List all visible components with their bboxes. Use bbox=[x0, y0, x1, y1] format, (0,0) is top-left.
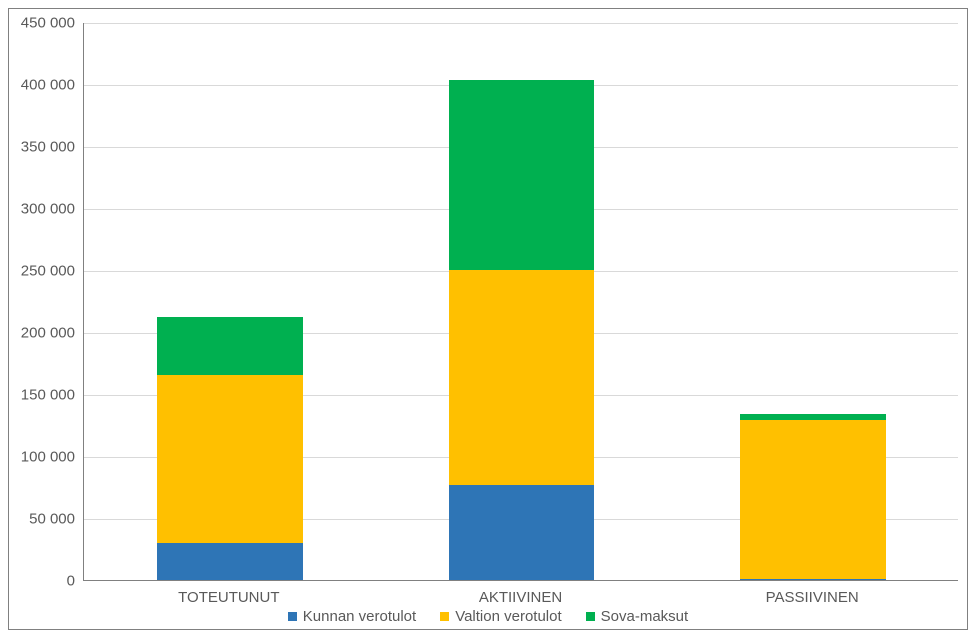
y-tick-label: 100 000 bbox=[5, 449, 75, 466]
y-tick-label: 0 bbox=[5, 573, 75, 590]
y-tick-label: 350 000 bbox=[5, 139, 75, 156]
legend-swatch-valtion bbox=[440, 612, 449, 621]
bar-segment bbox=[740, 420, 886, 579]
legend-item-kunnan: Kunnan verotulot bbox=[288, 608, 416, 625]
chart-container: Kunnan verotulot Valtion verotulot Sova-… bbox=[8, 8, 968, 630]
legend-item-valtion: Valtion verotulot bbox=[440, 608, 561, 625]
x-tick-label: TOTEUTUNUT bbox=[178, 589, 279, 606]
legend-item-sova: Sova-maksut bbox=[586, 608, 689, 625]
y-tick-label: 250 000 bbox=[5, 263, 75, 280]
y-tick-label: 300 000 bbox=[5, 201, 75, 218]
bar-segment bbox=[449, 270, 595, 485]
y-tick-label: 150 000 bbox=[5, 387, 75, 404]
bar-segment bbox=[157, 375, 303, 542]
y-tick-label: 200 000 bbox=[5, 325, 75, 342]
plot-area bbox=[83, 23, 958, 581]
bar-segment bbox=[157, 543, 303, 580]
y-tick-label: 50 000 bbox=[5, 511, 75, 528]
legend-swatch-kunnan bbox=[288, 612, 297, 621]
legend-label-kunnan: Kunnan verotulot bbox=[303, 608, 416, 625]
x-tick-label: AKTIIVINEN bbox=[479, 589, 562, 606]
bar-segment bbox=[449, 80, 595, 270]
legend-swatch-sova bbox=[586, 612, 595, 621]
y-tick-label: 400 000 bbox=[5, 77, 75, 94]
legend-label-sova: Sova-maksut bbox=[601, 608, 689, 625]
bar-segment bbox=[449, 485, 595, 580]
legend: Kunnan verotulot Valtion verotulot Sova-… bbox=[9, 608, 967, 625]
bar-segment bbox=[740, 579, 886, 580]
gridline bbox=[84, 23, 958, 24]
legend-label-valtion: Valtion verotulot bbox=[455, 608, 561, 625]
bar-segment bbox=[740, 414, 886, 420]
bar-segment bbox=[157, 317, 303, 375]
x-tick-label: PASSIIVINEN bbox=[766, 589, 859, 606]
y-tick-label: 450 000 bbox=[5, 15, 75, 32]
